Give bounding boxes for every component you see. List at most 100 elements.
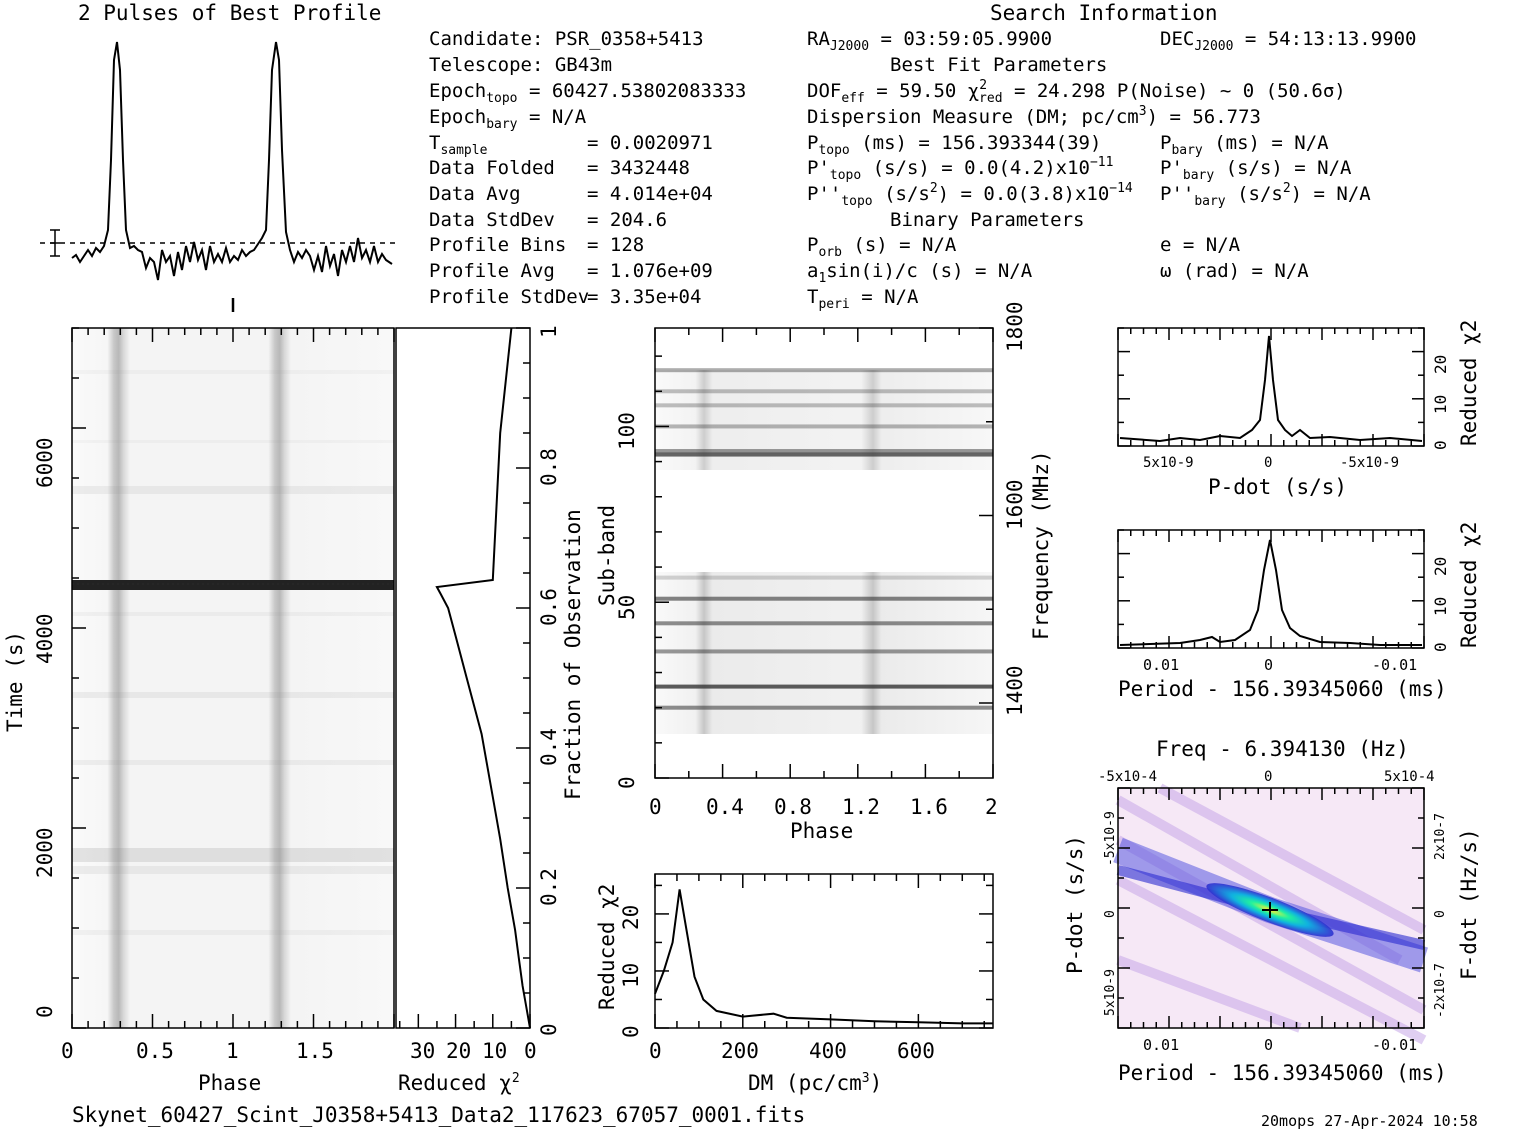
time-phase-stripe [72,760,394,765]
cf-ytick-08: 0.8 [537,448,561,486]
subband-stripe [655,403,993,408]
subband-stripe [655,449,993,454]
search-info-title: Search Information [990,1,1218,25]
tp-xtick-3: 1.5 [296,1039,334,1063]
sb-xtick-08: 0.8 [774,795,812,819]
tp-xtick-1: 0.5 [136,1039,174,1063]
tp-ytick-3: 6000 [33,437,57,488]
profile-bins-label: Profile Bins [429,234,567,256]
sb-y2tick-1600: 1600 [1003,479,1027,530]
profile-avg-label: Profile Avg [429,260,555,282]
data-avg-label: Data Avg [429,183,521,205]
cf-ytick-0: 0 [537,1023,561,1036]
pdot-curve [1119,335,1423,443]
data-stddev-value: = 204.6 [587,209,668,231]
pp-ylabel: P-dot (s/s) [1063,834,1087,974]
pp-x2tick-0: -5x10-4 [1098,769,1158,785]
cf-ytick-04: 0.4 [537,728,561,766]
dm-xtick-400: 400 [809,1039,847,1063]
time-phase-stripe [72,486,394,494]
pp-xtick-0: 0.01 [1143,1036,1180,1054]
pd-xtick-0: 5x10-9 [1143,455,1194,471]
time-phase-stripe [72,930,394,935]
profile-stddev-label: Profile StdDev [429,286,590,308]
pdot-frame [1117,327,1425,447]
cf-xtick-30: 30 [410,1039,436,1063]
data-stddev-label: Data StdDev [429,209,555,231]
dm-ytick-10: 10 [619,962,643,988]
pd-ytick-0: 0 [1431,440,1450,450]
subband-stripe [655,368,993,373]
chi-fraction-curve [435,327,531,1029]
pp-y2tick-0: 2x10-7 [1433,813,1448,860]
sb-xtick-12: 1.2 [842,795,880,819]
profile-stddev-value: = 3.35e+04 [587,286,702,308]
pp-ytick-1: 0 [1103,910,1118,918]
pdot-chi-plot [1117,327,1425,447]
subband-phase-plot [654,327,994,779]
tsample-label: Tsample [429,132,488,158]
cf-xlabel: Reduced χ2 [398,1071,520,1095]
dec-line: DECJ2000 = 54:13:13.9900 [1160,28,1417,54]
data-folded-label: Data Folded [429,157,555,179]
profile-error-bar [50,229,60,257]
time-phase-stripe [72,848,394,862]
ptopo-line: Ptopo (ms) = 156.393344(39) [807,132,1102,158]
a1sini-line: a1sin(i)/c (s) = N/A [807,260,1033,286]
subband-stripe [655,621,993,626]
pddot-topo-line: P''topo (s/s2) = 0.0(3.8)x10−14 [807,181,1133,209]
cf-xtick-0: 0 [524,1039,537,1063]
tp-ytick-0: 0 [33,1005,57,1018]
subband-stripe [655,649,993,654]
time-phase-stripe [72,440,394,443]
tp-ytick-2: 4000 [33,613,57,664]
pdot-topo-line: P'topo (s/s) = 0.0(4.2)x10−11 [807,155,1114,183]
sb-y2tick-1400: 1400 [1003,665,1027,716]
p-pdot-crosshair [1262,902,1278,918]
dm-chi-plot [654,873,994,1029]
pdot-bary-line: P'bary (s/s) = N/A [1160,157,1352,183]
subband-stripe [655,452,993,457]
pp-ytick-0: -5x10-9 [1103,811,1118,866]
sb-xlabel: Phase [790,819,854,843]
time-phase-rfi-band [72,580,394,590]
epoch-topo-line: Epochtopo = 60427.53802083333 [429,80,747,106]
tsample-value: = 0.0020971 [587,132,713,154]
time-phase-stripe [72,612,394,616]
dm-line: Dispersion Measure (DM; pc/cm3) = 56.773 [807,104,1261,128]
subband-stripe [655,684,993,689]
telescope-line: Telescope: GB43m [429,54,613,76]
timestamp: 20mops 27-Apr-2024 10:58 [1261,1112,1478,1130]
pp-xtick-1: 0 [1264,1036,1274,1054]
pd-xtick-1: 0 [1264,455,1273,471]
cf-ytick-06: 0.6 [537,588,561,626]
pp-xtick-2: -0.01 [1372,1036,1418,1054]
pp-ytick-2: 5x10-9 [1103,969,1118,1016]
candidate-line: Candidate: PSR_0358+5413 [429,28,704,50]
porb-line: Porb (s) = N/A [807,234,957,260]
p-pdot-plot [1113,783,1429,1045]
pp-xlabel: Period - 156.39345060 (ms) [1118,1061,1447,1085]
period-chi-plot [1117,529,1425,649]
omega-line: ω (rad) = N/A [1160,260,1309,282]
per-xtick-2: -0.01 [1372,656,1418,674]
sb-xtick-04: 0.4 [706,795,744,819]
epoch-bary-line: Epochbary = N/A [429,106,587,132]
dof-chi-line: DOFeff = 59.50 χ2red = 24.298 P(Noise) ~… [807,78,1346,106]
dm-xlabel: DM (pc/cm3) [748,1071,883,1095]
ra-line: RAJ2000 = 03:59:05.9900 [807,28,1053,54]
per-ytick-20: 20 [1431,556,1450,576]
pd-ylabel: Reduced χ2 [1457,319,1481,446]
pp-x2tick-2: 5x10-4 [1384,769,1435,785]
best-fit-heading: Best Fit Parameters [890,54,1108,76]
pd-xlabel: P-dot (s/s) [1208,475,1348,499]
best-profile-plot [40,41,395,281]
chi-fraction-plot [395,327,531,1029]
cf-xtick-10: 10 [482,1039,508,1063]
filename: Skynet_60427_Scint_J0358+5413_Data2_1176… [72,1103,806,1127]
time-phase-plot [71,298,395,1029]
pp-x2tick-1: 0 [1264,769,1273,785]
profile-bins-value: = 128 [587,234,645,256]
dm-curve [654,889,993,1025]
